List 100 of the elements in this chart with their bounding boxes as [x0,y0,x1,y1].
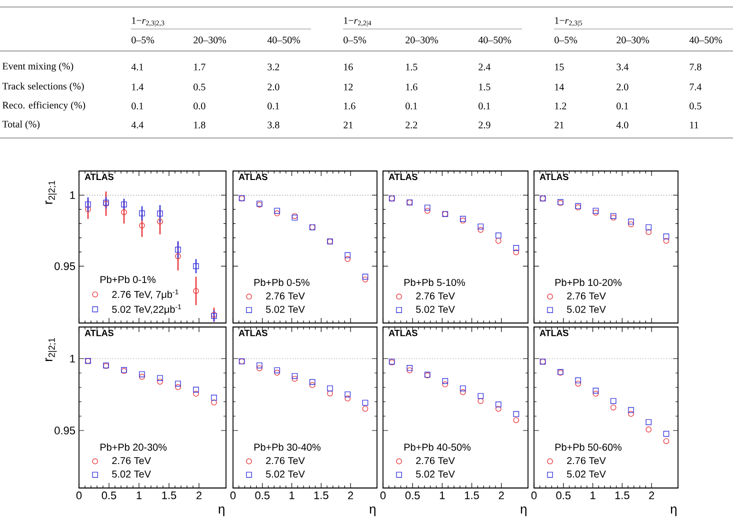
x-tick-label: 1 [590,492,596,500]
legend-label: 2.76 TeV [567,457,606,464]
text: 21 [344,122,353,128]
x-tick-label: 2 [649,492,654,500]
text: Reco. efficiency (%) [2,101,86,111]
x-tick-label: 0 [230,492,236,500]
legend-title: Pb+Pb 30-40% [254,443,321,451]
legend-label: 5.02 TeV [112,470,151,478]
legend-label: 5.02 TeV [567,470,606,478]
x-tick-label: 1 [290,492,294,500]
text: 1.8 [194,122,206,128]
annotation: ATLAS [238,174,268,180]
x-tick-label: 1 [440,492,445,500]
text: 21 [554,122,564,128]
legend-title: Pb+Pb 10-20% [555,278,622,286]
y-axis-title: r$_{2|2;1}$ [45,180,57,204]
text: 1−r$_{2,3|5}$ [555,17,582,27]
text: 7.8 [690,64,702,70]
y-axis-title: r$_{2|2;1}$ [45,338,57,362]
text: Total (%) [2,120,40,130]
annotation: ATLAS [238,330,268,336]
text: 40–50% [478,36,512,44]
text: 0.1 [406,102,418,110]
legend-label: 5.02 TeV [416,470,455,478]
text: 0.1 [616,102,628,110]
text: Track selections (%) [2,82,84,92]
y-tick-label: 1 [70,191,75,199]
text: 40–50% [689,36,722,44]
text: 2.9 [478,122,490,128]
x-tick-label: 1 [136,492,142,500]
text: 2.0 [616,84,628,90]
text: 40–50% [267,36,300,44]
text: 0.0 [194,102,206,110]
text: 15 [555,64,564,70]
x-axis-title: η [218,506,224,516]
legend-label: 2.76 TeV [266,457,305,464]
legend-label: 2.76 TeV [266,292,305,300]
x-axis-title: η [520,506,526,516]
text: 0.5 [690,102,702,110]
legend-label: 5.02 TeV [416,306,455,313]
text: 20–30% [194,36,226,44]
legend-title: Pb+Pb 0-5% [254,278,310,286]
x-tick-label: 0.5 [405,492,420,500]
text: 2.0 [268,84,280,90]
text: 7.4 [690,84,702,90]
text: 0–5% [132,36,154,44]
legend-label: 5.02 TeV [266,470,305,478]
text: 2.2 [406,122,418,128]
x-tick-label: 1.5 [464,492,479,500]
x-tick-label: 2 [196,492,202,500]
annotation: ATLAS [540,174,568,180]
text: 20–30% [406,36,438,44]
text: 4.4 [131,122,144,128]
text: 0.5 [194,84,206,90]
legend-title: Pb+Pb 40-50% [404,443,471,451]
legend-label: 5.02 TeV,22μb$^{-1}$ [112,304,182,315]
x-axis-title: η [670,506,676,516]
x-tick-label: 0.5 [556,492,571,500]
y-tick-label: 0.95 [54,262,76,270]
text: 1.6 [406,84,418,90]
text: 1−r$_{2,3|2,3}$ [132,17,164,27]
text: 1−r$_{2,2|4}$ [344,17,372,27]
text: 4.1 [131,64,144,70]
text: 20–30% [616,36,650,44]
x-tick-label: 0 [380,492,386,500]
x-tick-label: 0 [76,492,82,500]
y-tick-label: 1 [70,354,75,362]
text: 3.2 [268,64,280,70]
legend-label: 5.02 TeV [266,306,305,313]
text: 1.6 [344,102,356,110]
x-tick-label: 2 [498,492,504,500]
text: 0–5% [554,36,578,44]
annotation: ATLAS [388,330,418,336]
text: 12 [344,84,353,90]
legend-label: 2.76 TeV, 7μb$^{-1}$ [112,289,178,300]
legend-label: 2.76 TeV [416,457,455,464]
text: 1.4 [132,84,144,90]
legend-label: 2.76 TeV [416,292,455,300]
x-tick-label: 1.5 [162,492,176,500]
text: 3.4 [616,64,629,70]
legend-label: 2.76 TeV [112,457,151,464]
text: Event mixing (%) [2,62,74,72]
text: 2.4 [478,64,491,70]
x-tick-label: 0.5 [102,492,116,500]
x-tick-label: 0 [531,492,537,500]
annotation: ATLAS [540,330,568,336]
text: 0–5% [344,36,366,44]
legend-title: Pb+Pb 0-1% [100,276,156,284]
y-tick-label: 0.95 [54,426,76,434]
text: 16 [344,64,353,70]
text: 1.5 [479,84,490,90]
legend-label: 2.76 TeV [567,292,606,300]
x-tick-label: 1.5 [314,492,328,500]
annotation: ATLAS [84,330,114,336]
x-tick-label: 1.5 [615,492,630,500]
annotation: ATLAS [388,174,418,180]
text: 3.8 [268,122,280,128]
text: 1.5 [406,64,418,70]
x-axis-title: η [370,506,376,516]
text: 4.0 [616,122,628,128]
